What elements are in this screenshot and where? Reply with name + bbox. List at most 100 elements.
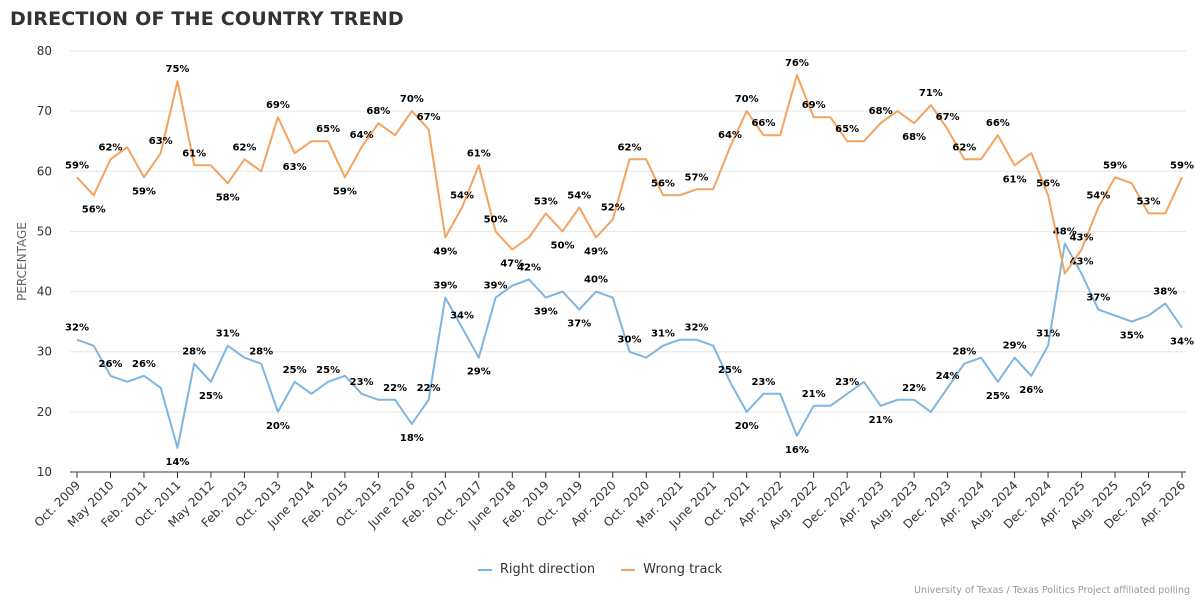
data-label-wrong-track: 66% <box>751 118 775 129</box>
legend-item-wrong-track[interactable]: Wrong track <box>621 562 722 577</box>
data-label-wrong-track: 70% <box>735 94 759 105</box>
data-label-wrong-track: 49% <box>584 246 608 257</box>
data-label-right-direction: 22% <box>902 383 926 394</box>
data-label-wrong-track: 68% <box>366 106 390 117</box>
data-label-right-direction: 28% <box>182 347 206 358</box>
y-tick-label: 50 <box>37 224 52 238</box>
data-label-right-direction: 31% <box>651 329 675 340</box>
data-label-right-direction: 14% <box>165 457 189 468</box>
data-label-right-direction: 34% <box>1170 337 1194 348</box>
legend-label-right-direction: Right direction <box>499 562 596 577</box>
data-label-right-direction: 26% <box>132 359 156 370</box>
data-label-right-direction: 24% <box>936 371 960 382</box>
data-label-wrong-track: 59% <box>132 186 156 197</box>
data-label-right-direction: 25% <box>283 365 307 376</box>
data-label-wrong-track: 59% <box>1103 160 1127 171</box>
data-label-wrong-track: 58% <box>216 192 240 203</box>
data-label-wrong-track: 62% <box>232 142 256 153</box>
legend-swatch-wrong-track <box>621 568 636 571</box>
data-label-right-direction: 25% <box>316 365 340 376</box>
data-label-wrong-track: 75% <box>165 64 189 75</box>
data-label-wrong-track: 50% <box>551 240 575 251</box>
data-label-right-direction: 16% <box>785 445 809 456</box>
data-label-wrong-track: 70% <box>400 94 424 105</box>
data-label-wrong-track: 76% <box>785 58 809 69</box>
data-label-wrong-track: 63% <box>149 136 173 147</box>
data-label-right-direction: 21% <box>869 415 893 426</box>
data-label-right-direction: 28% <box>952 347 976 358</box>
data-label-wrong-track: 59% <box>65 160 89 171</box>
data-label-right-direction: 39% <box>433 281 457 292</box>
data-label-right-direction: 43% <box>1070 257 1094 268</box>
data-label-right-direction: 23% <box>350 377 374 388</box>
data-label-right-direction: 48% <box>1053 226 1077 237</box>
data-label-right-direction: 26% <box>1019 385 1043 396</box>
data-label-wrong-track: 54% <box>1086 190 1110 201</box>
chart-title: DIRECTION OF THE COUNTRY TREND <box>10 8 404 30</box>
data-label-right-direction: 18% <box>400 433 424 444</box>
data-label-wrong-track: 62% <box>618 142 642 153</box>
data-label-wrong-track: 54% <box>450 190 474 201</box>
data-label-wrong-track: 56% <box>82 204 106 215</box>
data-label-wrong-track: 47% <box>500 258 524 269</box>
data-label-right-direction: 39% <box>534 307 558 318</box>
data-label-wrong-track: 49% <box>433 246 457 257</box>
data-label-right-direction: 30% <box>618 335 642 346</box>
data-label-wrong-track: 67% <box>417 112 441 123</box>
data-label-right-direction: 26% <box>99 359 123 370</box>
data-label-right-direction: 32% <box>65 323 89 334</box>
data-label-wrong-track: 61% <box>182 148 206 159</box>
data-label-wrong-track: 61% <box>467 148 491 159</box>
data-label-right-direction: 23% <box>751 377 775 388</box>
data-label-wrong-track: 56% <box>1036 178 1060 189</box>
legend-label-wrong-track: Wrong track <box>643 562 723 577</box>
data-label-right-direction: 40% <box>584 275 608 286</box>
data-label-wrong-track: 64% <box>718 130 742 141</box>
y-tick-label: 20 <box>37 405 52 419</box>
series-line-right-direction <box>76 242 1183 449</box>
data-label-wrong-track: 54% <box>567 190 591 201</box>
data-label-wrong-track: 56% <box>651 178 675 189</box>
y-tick-label: 60 <box>37 164 52 178</box>
data-label-right-direction: 37% <box>567 319 591 330</box>
data-label-wrong-track: 68% <box>869 106 893 117</box>
data-label-wrong-track: 53% <box>1137 196 1161 207</box>
data-label-right-direction: 29% <box>1003 341 1027 352</box>
series-line-wrong-track <box>76 74 1183 275</box>
data-label-wrong-track: 65% <box>316 124 340 135</box>
data-label-wrong-track: 57% <box>685 172 709 183</box>
data-label-right-direction: 28% <box>249 347 273 358</box>
legend: Right direction Wrong track <box>0 562 1200 577</box>
data-label-right-direction: 22% <box>383 383 407 394</box>
data-label-right-direction: 38% <box>1153 287 1177 298</box>
legend-item-right-direction[interactable]: Right direction <box>477 562 596 577</box>
legend-swatch-right-direction <box>477 568 492 571</box>
data-label-right-direction: 39% <box>484 281 508 292</box>
data-label-right-direction: 20% <box>266 421 290 432</box>
data-label-wrong-track: 59% <box>333 186 357 197</box>
y-tick-label: 80 <box>37 44 52 58</box>
data-label-right-direction: 42% <box>517 263 541 274</box>
y-tick-label: 10 <box>37 465 52 479</box>
data-label-wrong-track: 43% <box>1070 232 1094 243</box>
data-label-right-direction: 31% <box>216 329 240 340</box>
data-label-right-direction: 35% <box>1120 331 1144 342</box>
data-label-right-direction: 23% <box>835 377 859 388</box>
y-tick-label: 40 <box>37 285 52 299</box>
data-label-right-direction: 34% <box>450 311 474 322</box>
data-label-wrong-track: 63% <box>283 162 307 173</box>
y-tick-label: 70 <box>37 104 52 118</box>
data-label-wrong-track: 71% <box>919 88 943 99</box>
data-label-wrong-track: 68% <box>902 132 926 143</box>
data-label-wrong-track: 62% <box>952 142 976 153</box>
data-label-right-direction: 25% <box>986 391 1010 402</box>
data-label-wrong-track: 52% <box>601 202 625 213</box>
data-label-right-direction: 22% <box>417 383 441 394</box>
data-label-wrong-track: 65% <box>835 124 859 135</box>
data-label-wrong-track: 69% <box>802 100 826 111</box>
data-label-wrong-track: 66% <box>986 118 1010 129</box>
data-label-wrong-track: 62% <box>99 142 123 153</box>
data-label-right-direction: 25% <box>718 365 742 376</box>
data-label-right-direction: 21% <box>802 389 826 400</box>
data-label-wrong-track: 61% <box>1003 174 1027 185</box>
